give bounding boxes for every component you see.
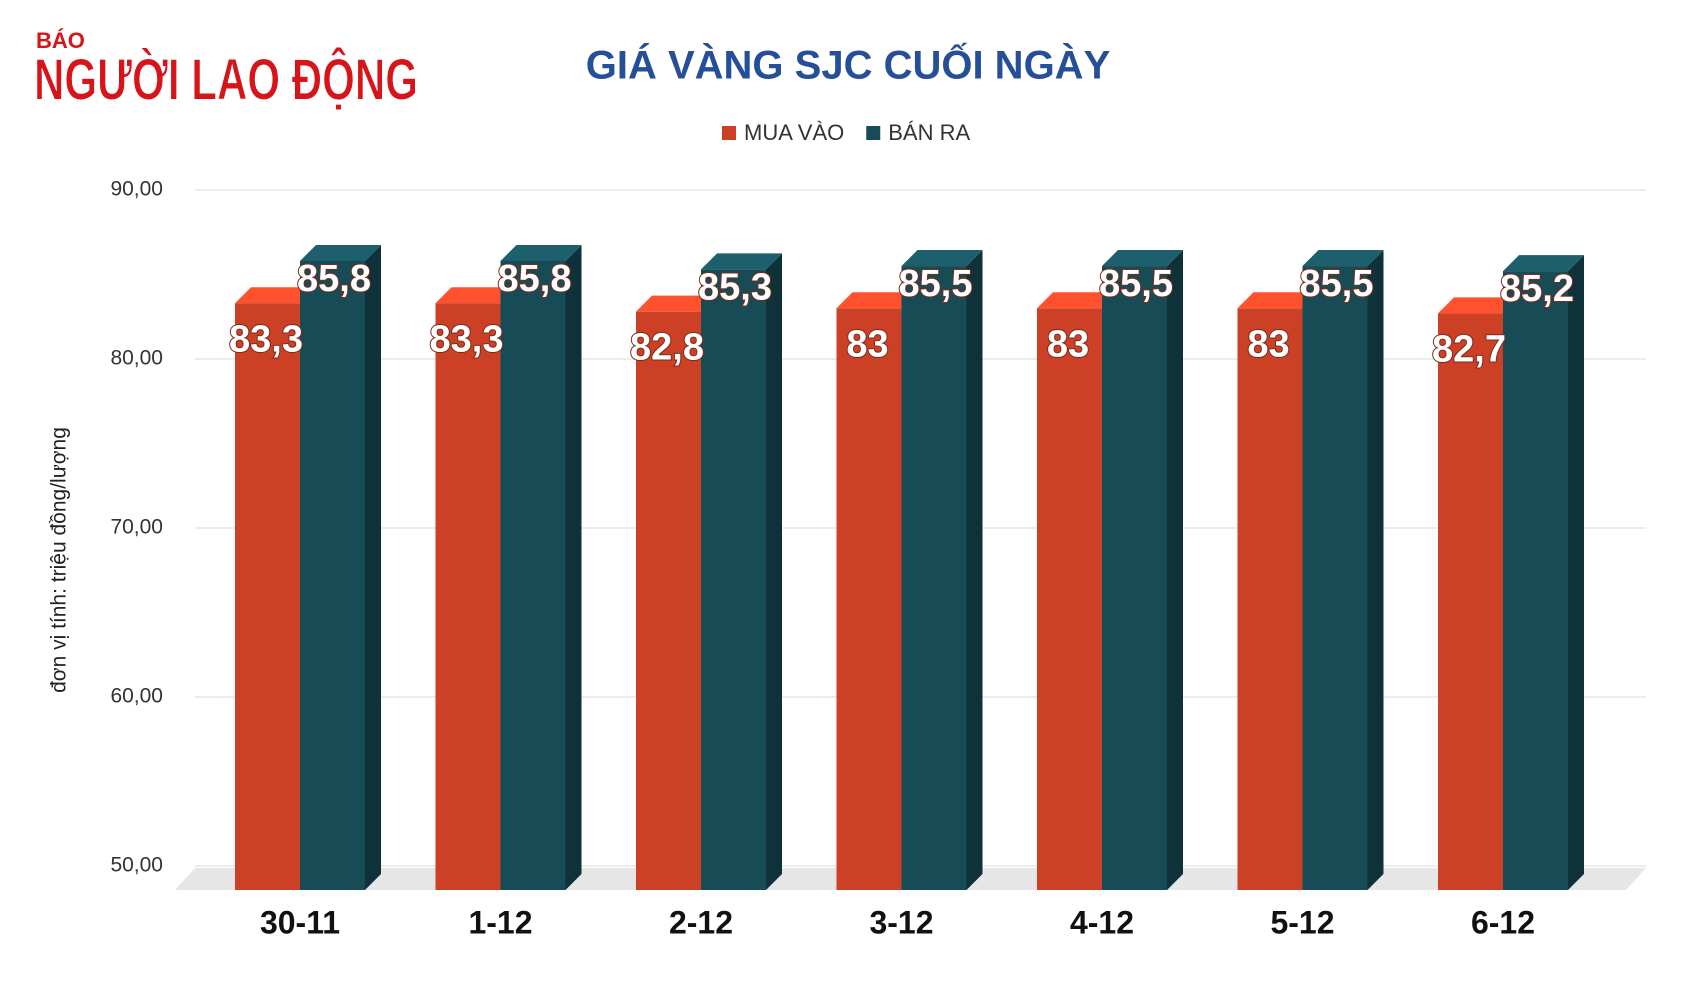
bar: [1438, 313, 1503, 890]
value-label: 85,8: [498, 258, 572, 300]
value-label: 83,3: [229, 318, 303, 360]
bar: [300, 260, 365, 891]
x-tick-label: 2-12: [669, 904, 733, 940]
bar: [500, 260, 566, 891]
bar-top: [1102, 250, 1183, 267]
bar-top: [500, 244, 582, 261]
bar-top: [836, 292, 918, 309]
value-label: 83: [1047, 323, 1089, 365]
value-label: 85,5: [1300, 263, 1374, 305]
bar: [435, 303, 501, 891]
chart-title: GIÁ VÀNG SJC CUỐI NGÀY: [586, 42, 1111, 88]
bar: [836, 308, 902, 890]
legend-swatch: [722, 126, 736, 140]
value-label: 83: [846, 323, 888, 365]
y-tick-label: 80,00: [110, 347, 163, 370]
bar-top: [1237, 292, 1319, 309]
y-axis-label: đơn vị tính: triệu đồng/lượng: [48, 427, 71, 693]
value-label: 83: [1247, 323, 1289, 365]
x-tick-label: 6-12: [1471, 904, 1535, 940]
x-tick-label: 30-11: [260, 904, 340, 940]
bar-top: [435, 287, 517, 304]
bar-top: [636, 295, 717, 312]
bar: [636, 311, 701, 890]
value-label: 85,8: [297, 258, 371, 300]
logo-name: NGƯỜI LAO ĐỘNG: [34, 47, 418, 112]
value-label: 85,5: [1099, 263, 1173, 305]
bar-top: [701, 253, 782, 270]
value-label: 83,3: [430, 318, 504, 360]
bar-side: [766, 253, 782, 890]
legend-label: BÁN RA: [888, 120, 970, 145]
value-label: 85,2: [1500, 268, 1574, 310]
bar-top: [1037, 292, 1118, 309]
y-tick-label: 50,00: [110, 854, 163, 877]
bar-side: [1568, 255, 1584, 890]
value-label: 85,3: [698, 266, 772, 308]
bar-top: [901, 250, 983, 267]
bar-side: [1167, 250, 1183, 891]
bar: [1102, 266, 1167, 890]
bar: [901, 266, 967, 890]
y-tick-label: 60,00: [110, 685, 163, 708]
bar: [1237, 308, 1303, 890]
logo-small: BÁO: [36, 28, 85, 53]
bar-side: [966, 250, 983, 891]
legend-label: MUA VÀO: [744, 120, 844, 145]
bar-top: [300, 244, 381, 261]
bar-top: [235, 287, 316, 304]
x-tick-label: 5-12: [1270, 904, 1334, 940]
bar: [1503, 271, 1568, 890]
bar-side: [365, 244, 381, 891]
bar-top: [1438, 297, 1519, 314]
x-tick-label: 1-12: [468, 904, 532, 940]
value-label: 82,7: [1432, 328, 1506, 370]
bar: [1302, 266, 1368, 890]
x-tick-label: 4-12: [1070, 904, 1134, 940]
y-tick-label: 90,00: [110, 178, 163, 201]
legend-swatch: [866, 126, 881, 140]
bar-top: [1302, 250, 1384, 267]
bar: [235, 303, 300, 891]
x-tick-label: 3-12: [869, 904, 933, 940]
bar-top: [1503, 255, 1584, 272]
y-tick-label: 70,00: [110, 516, 163, 539]
value-label: 85,5: [899, 263, 973, 305]
bar: [1037, 308, 1102, 890]
bar-side: [1367, 250, 1384, 891]
bar-side: [565, 244, 582, 891]
bar: [701, 269, 766, 890]
value-label: 82,8: [630, 327, 704, 369]
